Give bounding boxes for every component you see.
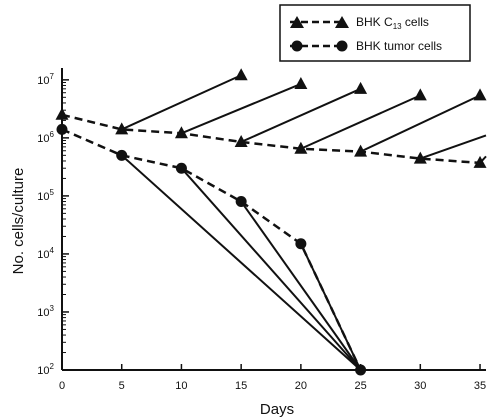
series-tumor-dashed-line — [61, 128, 362, 371]
legend-circle-marker-2 — [336, 40, 348, 52]
y-tick-label: 104 — [37, 246, 54, 261]
legend-circle-marker-1 — [291, 40, 303, 52]
x-tick-label: 10 — [175, 380, 187, 392]
legend: BHK C13 cells BHK tumor cells — [279, 4, 471, 62]
x-tick-label: 25 — [354, 380, 366, 392]
growth-line — [419, 134, 487, 160]
y-tick-label: 106 — [37, 130, 54, 145]
y-tick-label-base: 10 — [37, 133, 49, 145]
series-tumor-circle-marker — [56, 123, 68, 135]
y-tick-label: 102 — [37, 362, 54, 377]
legend-label-c13-sub: 13 — [393, 22, 402, 31]
markers-layer — [55, 68, 487, 376]
series-c13-triangle-marker — [174, 126, 188, 139]
y-tick-label-exponent: 5 — [50, 188, 55, 197]
y-tick-label-exponent: 6 — [50, 130, 55, 139]
decline-line — [180, 167, 362, 371]
y-tick-label: 105 — [37, 188, 54, 203]
x-tick-label: 30 — [414, 380, 426, 392]
legend-triangle-marker-2 — [335, 16, 349, 28]
x-tick-label: 0 — [59, 380, 65, 392]
series-tumor-circle-marker — [235, 196, 247, 208]
decline-line — [240, 200, 362, 371]
growth-end-triangle-marker — [294, 76, 308, 89]
series-c13-triangle-marker — [115, 122, 129, 135]
y-tick-label-exponent: 3 — [50, 304, 55, 313]
x-axis-title: Days — [260, 401, 294, 418]
series-tumor-circle-marker — [116, 149, 128, 161]
x-tick-label: 15 — [235, 380, 247, 392]
growth-line — [360, 94, 481, 153]
growth-line — [300, 94, 421, 150]
legend-label-c13-main: BHK C — [356, 15, 393, 29]
y-tick-label: 103 — [37, 304, 54, 319]
legend-label-c13: BHK C13 cells — [356, 15, 429, 31]
y-tick-label-exponent: 4 — [50, 246, 55, 255]
y-tick-label-base: 10 — [37, 307, 49, 319]
y-tick-label-base: 10 — [37, 249, 49, 261]
y-tick-label: 107 — [37, 72, 54, 87]
series-tumor-circle-marker — [295, 238, 307, 250]
series-tumor-circle-marker — [175, 162, 187, 174]
x-tick-label: 35 — [474, 380, 486, 392]
series-c13-triangle-marker — [294, 141, 308, 154]
series-c13-triangle-marker — [354, 144, 368, 157]
legend-box — [279, 4, 471, 62]
growth-line — [240, 87, 361, 143]
decline-line — [121, 154, 362, 371]
lines-layer — [61, 74, 487, 371]
y-tick-label-exponent: 7 — [50, 72, 55, 81]
y-tick-label-base: 10 — [37, 365, 49, 377]
y-tick-label-base: 10 — [37, 75, 49, 87]
series-c13-triangle-marker — [473, 155, 487, 168]
y-tick-label-base: 10 — [37, 191, 49, 203]
series-c13-triangle-marker — [413, 151, 427, 164]
legend-label-tumor: BHK tumor cells — [356, 39, 442, 53]
x-tick-label: 20 — [295, 380, 307, 392]
y-axis-title: No. cells/culture — [10, 168, 27, 275]
growth-end-triangle-marker — [473, 88, 487, 101]
series-c13-triangle-marker — [234, 134, 248, 147]
x-tick-label: 5 — [119, 380, 125, 392]
growth-end-triangle-marker — [413, 88, 427, 101]
legend-label-c13-tail: cells — [402, 15, 429, 29]
legend-triangle-marker-1 — [290, 16, 304, 28]
growth-end-triangle-marker — [354, 81, 368, 94]
growth-line — [181, 83, 302, 135]
growth-end-triangle-marker — [234, 68, 248, 81]
series-tumor-circle-marker — [355, 364, 367, 376]
y-tick-label-exponent: 2 — [50, 362, 55, 371]
growth-line — [121, 74, 242, 131]
series-c13-triangle-marker — [55, 107, 69, 120]
